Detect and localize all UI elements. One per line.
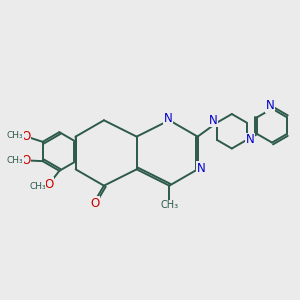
Text: CH₃: CH₃: [29, 182, 46, 191]
Text: N: N: [266, 99, 274, 112]
Text: O: O: [90, 197, 100, 210]
Text: CH₃: CH₃: [7, 131, 23, 140]
Text: N: N: [246, 134, 255, 146]
Text: O: O: [44, 178, 54, 191]
Text: O: O: [22, 130, 31, 143]
Text: CH₃: CH₃: [7, 156, 23, 165]
Text: N: N: [197, 162, 206, 175]
Text: N: N: [209, 114, 218, 127]
Text: CH₃: CH₃: [160, 200, 178, 210]
Text: N: N: [164, 112, 172, 125]
Text: O: O: [22, 154, 31, 167]
